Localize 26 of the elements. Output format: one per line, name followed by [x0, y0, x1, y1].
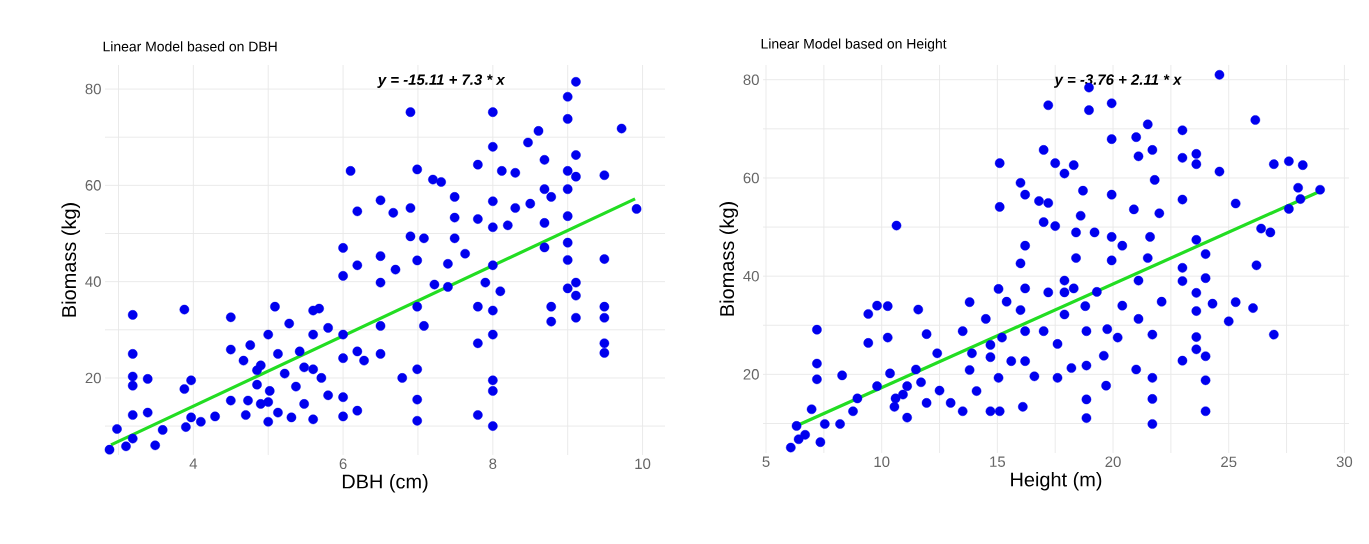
y-tick-label: 40 — [85, 276, 101, 287]
x-axis-title: Height (m) — [1011, 471, 1102, 491]
annotation: y = -15.11 + 7.3 * x — [377, 74, 506, 88]
y-axis-title: Biomass (kg) — [61, 203, 81, 317]
chart-title: Linear Model based on DBH — [103, 41, 277, 52]
annotation: y = -3.76 + 2.11 * x — [1053, 74, 1182, 88]
x-tick-label: 10 — [635, 458, 651, 470]
y-axis-title: Biomass (kg) — [719, 202, 739, 316]
x-tick-label: 15 — [990, 456, 1006, 467]
x-axis-title: DBH (cm) — [342, 473, 428, 493]
x-tick-label: 5 — [762, 456, 770, 467]
x-tick-label: 20 — [1105, 456, 1121, 468]
x-tick-label: 8 — [489, 458, 497, 470]
x-tick-label: 6 — [339, 458, 347, 470]
x-tick-label: 25 — [1221, 456, 1237, 468]
y-tick-label: 80 — [743, 74, 759, 85]
y-tick-label: 80 — [85, 83, 101, 95]
y-tick-label: 60 — [85, 180, 101, 191]
x-tick-label: 4 — [189, 458, 198, 469]
y-tick-label: 20 — [743, 369, 759, 380]
y-tick-label: 60 — [743, 172, 759, 184]
x-tick-label: 10 — [874, 456, 890, 468]
x-tick-label: 30 — [1336, 456, 1353, 468]
y-tick-label: 20 — [85, 372, 101, 384]
y-tick-label: 40 — [743, 270, 759, 282]
chart-title: Linear Model based on Height — [761, 38, 947, 52]
